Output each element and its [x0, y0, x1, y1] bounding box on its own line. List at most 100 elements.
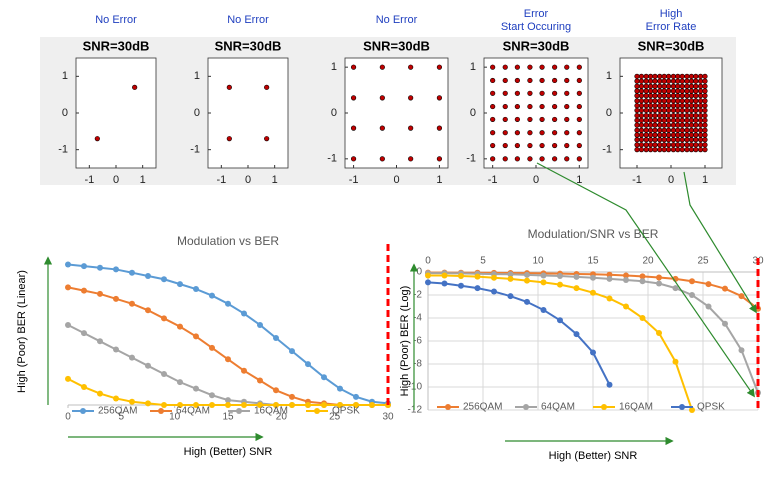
point [193, 333, 199, 340]
point [257, 377, 263, 384]
point [693, 83, 699, 89]
point [97, 390, 103, 397]
point [321, 402, 327, 408]
plot-area [75, 57, 157, 169]
point [666, 107, 672, 114]
point [679, 78, 685, 84]
point [606, 271, 613, 278]
point [657, 103, 663, 109]
x-tick-label: 0 [668, 174, 674, 186]
x-tick-label: 15 [222, 412, 234, 423]
point [441, 272, 448, 279]
point [564, 116, 570, 123]
point [557, 273, 563, 280]
point [273, 402, 279, 408]
point [502, 90, 508, 96]
legend-marker [523, 404, 529, 410]
point [507, 271, 514, 278]
x-tick-label: 20 [642, 256, 654, 267]
point [643, 78, 649, 84]
point [670, 107, 676, 114]
point [693, 88, 699, 94]
x-tick-label: 15 [587, 256, 599, 267]
point [657, 117, 663, 123]
x-tick-label: 1 [272, 174, 278, 186]
point [652, 137, 658, 143]
point [684, 88, 690, 94]
point [693, 122, 699, 128]
point [552, 130, 558, 136]
point [666, 88, 672, 94]
legend-marker [158, 408, 164, 414]
point [209, 292, 215, 299]
point [145, 400, 151, 407]
point [702, 73, 708, 79]
point [490, 116, 496, 123]
point [675, 147, 681, 153]
x-tick-label: 25 [329, 412, 341, 423]
point [514, 90, 520, 96]
point [634, 132, 640, 138]
point [514, 64, 520, 70]
point [679, 93, 685, 99]
point [670, 78, 676, 84]
legend-marker [679, 404, 685, 410]
point [145, 272, 151, 279]
point [661, 117, 667, 123]
point [557, 281, 563, 288]
point [670, 98, 676, 104]
annotation: Error [524, 8, 549, 20]
point [647, 137, 654, 143]
y-tick-label: -1 [58, 144, 68, 156]
point [225, 397, 231, 404]
point [670, 103, 676, 109]
point [552, 142, 558, 149]
point [490, 142, 496, 149]
y-tick-label: 1 [62, 70, 68, 82]
point [193, 402, 199, 408]
point [425, 272, 431, 279]
point [527, 90, 533, 96]
point [670, 137, 676, 143]
point [639, 278, 646, 285]
annotation: Error Rate [646, 21, 697, 33]
annotation: High [660, 8, 683, 20]
point [652, 83, 658, 89]
y-tick-label: -1 [466, 153, 476, 165]
point [643, 127, 649, 133]
plot-area [344, 57, 449, 169]
point [474, 273, 481, 280]
point [652, 103, 658, 109]
point [657, 83, 663, 89]
point [693, 107, 699, 114]
y-tick-label: 1 [194, 70, 200, 82]
point [634, 78, 640, 84]
point [679, 83, 685, 89]
point [679, 142, 685, 148]
point [657, 147, 663, 153]
point [693, 73, 699, 79]
point [661, 93, 667, 99]
point [666, 98, 672, 104]
point [688, 122, 695, 128]
point [661, 103, 667, 109]
point [647, 142, 654, 148]
point [643, 147, 649, 153]
point [693, 132, 699, 138]
point [643, 142, 649, 148]
point [643, 93, 649, 99]
point [647, 103, 654, 109]
point [661, 107, 667, 114]
point [675, 107, 681, 114]
point [688, 83, 695, 89]
point [379, 125, 385, 131]
point [666, 137, 672, 143]
point [661, 147, 667, 153]
point [273, 387, 279, 394]
point [702, 117, 708, 123]
x-tick-label: 10 [532, 256, 544, 267]
point [289, 402, 295, 408]
point [177, 379, 183, 386]
point [436, 156, 443, 162]
point [639, 273, 646, 280]
